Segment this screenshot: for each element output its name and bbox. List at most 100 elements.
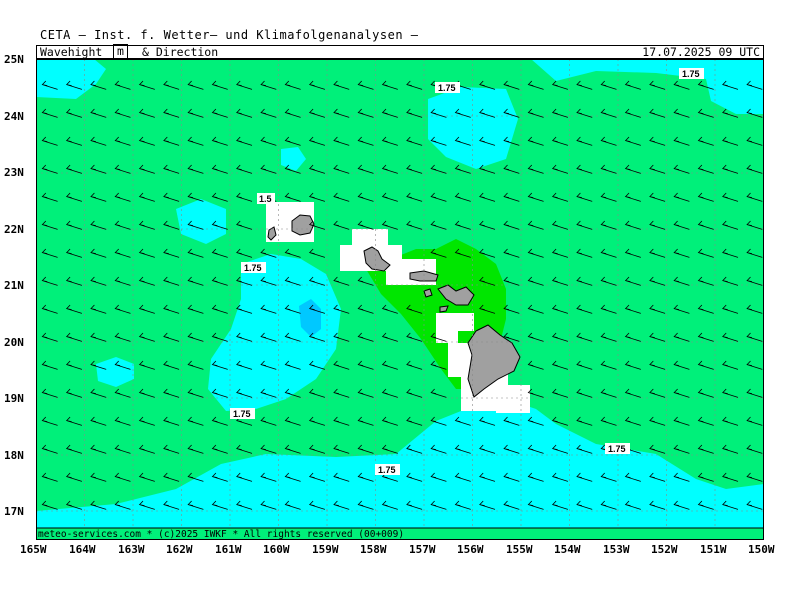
direction-arrow <box>649 192 666 202</box>
direction-arrow <box>600 276 617 286</box>
direction-arrow <box>430 108 447 118</box>
direction-arrow <box>503 80 520 90</box>
direction-arrow <box>600 136 617 146</box>
direction-arrow <box>503 136 520 146</box>
direction-arrow <box>333 500 350 510</box>
direction-arrow <box>479 248 496 258</box>
direction-arrow <box>673 248 690 258</box>
direction-arrow <box>479 276 496 286</box>
direction-arrow <box>576 500 593 510</box>
direction-arrow <box>430 332 447 342</box>
direction-arrow <box>527 444 544 454</box>
direction-arrow <box>576 192 593 202</box>
direction-arrow <box>284 192 301 202</box>
direction-arrow <box>576 164 593 174</box>
direction-arrow <box>746 500 763 510</box>
direction-arrow <box>746 164 763 174</box>
direction-arrow <box>187 472 204 482</box>
direction-arrow <box>236 80 253 90</box>
direction-arrow <box>551 304 569 314</box>
direction-arrow <box>187 192 204 202</box>
maui-island <box>437 284 475 306</box>
direction-arrow <box>673 108 690 118</box>
direction-arrow <box>406 500 423 510</box>
direction-arrow <box>406 80 423 90</box>
direction-arrow <box>503 500 520 510</box>
direction-arrow <box>722 416 739 426</box>
direction-arrow <box>527 304 544 314</box>
direction-arrow <box>41 80 58 90</box>
direction-arrow <box>722 472 739 482</box>
direction-arrow <box>163 192 180 202</box>
lon-label: 150W <box>748 543 775 556</box>
lon-label: 165W <box>20 543 47 556</box>
direction-arrow <box>600 388 617 398</box>
direction-arrow <box>357 500 374 510</box>
direction-arrow <box>260 164 277 174</box>
direction-arrow <box>697 444 714 454</box>
direction-arrow <box>624 192 641 202</box>
direction-arrow <box>308 248 326 258</box>
lon-label: 159W <box>312 543 339 556</box>
direction-arrow <box>576 248 593 258</box>
direction-arrow <box>527 332 544 342</box>
direction-arrow <box>576 360 593 370</box>
direction-arrow <box>527 248 544 258</box>
direction-arrow <box>357 360 374 370</box>
direction-arrow <box>479 500 496 510</box>
lat-label: 25N <box>4 53 24 66</box>
direction-arrow <box>333 304 350 314</box>
direction-arrow <box>624 360 641 370</box>
direction-arrow <box>187 360 204 370</box>
direction-arrow <box>576 220 593 230</box>
direction-arrow <box>284 276 301 286</box>
direction-arrow <box>41 444 58 454</box>
direction-arrow <box>381 80 398 90</box>
contour-labels: 1.75 1.75 1.5 1.75 1.75 1.75 1.75 <box>230 68 704 475</box>
direction-arrow <box>430 472 447 482</box>
direction-arrow <box>41 192 58 202</box>
direction-arrow <box>576 276 593 286</box>
direction-arrow <box>187 248 204 258</box>
direction-arrow <box>673 472 690 482</box>
direction-arrow <box>138 304 155 314</box>
direction-arrow <box>114 276 131 286</box>
direction-arrow <box>114 108 131 118</box>
direction-arrow <box>527 220 544 230</box>
direction-arrow <box>722 136 739 146</box>
contour-label: 1.75 <box>244 263 262 273</box>
direction-arrow <box>673 500 690 510</box>
direction-arrow <box>308 136 326 146</box>
direction-arrow <box>90 276 107 286</box>
direction-arrow <box>697 276 714 286</box>
direction-arrow <box>114 360 131 370</box>
direction-arrow <box>90 444 107 454</box>
direction-arrow <box>454 164 471 174</box>
direction-arrow <box>576 80 593 90</box>
direction-arrow <box>722 164 739 174</box>
direction-arrow <box>211 444 228 454</box>
direction-arrow <box>722 276 739 286</box>
direction-arrow <box>90 164 107 174</box>
direction-arrow <box>697 360 714 370</box>
direction-arrow <box>673 444 690 454</box>
direction-arrow <box>551 220 569 230</box>
direction-arrow <box>357 332 374 342</box>
direction-arrow <box>114 500 131 510</box>
direction-arrow <box>673 136 690 146</box>
direction-arrow <box>746 276 763 286</box>
direction-arrow <box>697 80 714 90</box>
direction-arrow <box>454 108 471 118</box>
direction-arrow <box>649 360 666 370</box>
direction-arrow <box>41 500 58 510</box>
direction-arrow <box>722 332 739 342</box>
direction-arrow <box>114 136 131 146</box>
direction-arrow <box>211 220 228 230</box>
direction-arrow <box>163 388 180 398</box>
direction-arrow <box>406 164 423 174</box>
direction-arrow <box>600 108 617 118</box>
direction-arrow <box>722 304 739 314</box>
direction-arrow <box>211 248 228 258</box>
direction-arrow <box>114 444 131 454</box>
direction-arrow <box>649 332 666 342</box>
